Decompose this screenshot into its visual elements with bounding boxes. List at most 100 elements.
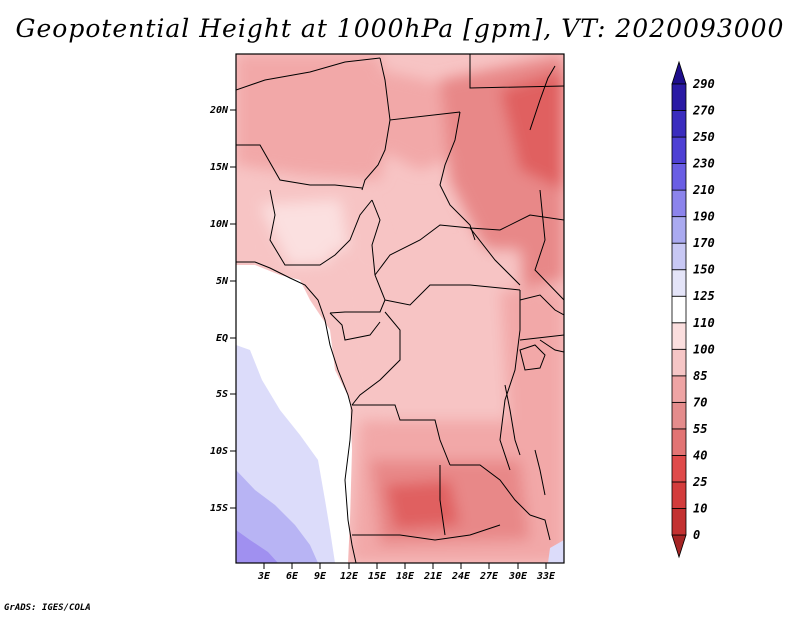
ocean-far-zone <box>236 470 318 563</box>
colorbar-label: 170 <box>693 236 715 250</box>
field-region-east-lakes <box>500 290 564 440</box>
field-region-sudan-core <box>500 70 564 190</box>
lon-label-15e: 15E <box>368 571 387 582</box>
lon-label-18e: 18E <box>396 571 415 582</box>
border-car-drc <box>384 284 521 306</box>
colorbar-bin <box>671 508 687 536</box>
field-region-sahara <box>236 54 390 180</box>
height-field <box>236 54 564 563</box>
border-mozambique <box>529 514 551 541</box>
colorbar-bin <box>671 242 687 271</box>
field-region-gulf-coast <box>260 200 350 265</box>
colorbar-bin-high-triangle <box>671 60 687 85</box>
lat-tick-10n: 10N <box>210 219 236 230</box>
lat-label-10n: 10N <box>210 219 229 230</box>
lat-label-15n: 15N <box>210 162 229 173</box>
lat-tick-eq: EQ <box>216 333 236 344</box>
lon-tick-6e: 6E <box>286 563 299 582</box>
lon-tick-30e: 30E <box>508 563 528 582</box>
colorbar-label: 10 <box>693 501 707 515</box>
lon-tick-27e: 27E <box>479 563 499 582</box>
colorbar-bin <box>671 163 687 191</box>
border-angola-namibia <box>352 524 501 541</box>
colorbar-label: 190 <box>693 210 715 224</box>
field-region-congo <box>330 250 530 430</box>
lake-victoria <box>519 344 546 371</box>
border-nigeria <box>269 189 373 266</box>
colorbar-bin <box>671 375 687 403</box>
coastline-red-sea <box>529 65 556 131</box>
border-tanzania <box>519 334 564 353</box>
lat-tick-15n: 15N <box>210 162 236 173</box>
lat-label-5s: 5S <box>216 389 228 400</box>
lon-label-27e: 27E <box>479 571 499 582</box>
colorbar-bin <box>671 216 687 244</box>
colorbar-bin <box>671 455 687 483</box>
border-drc-east <box>499 290 521 471</box>
colorbar-label: 125 <box>693 289 715 303</box>
colorbar-bin <box>671 401 687 430</box>
colorbar-bin <box>671 269 687 297</box>
lat-tick-5s: 5S <box>216 389 236 400</box>
lon-label-30e: 30E <box>508 571 528 582</box>
longitude-axis: 3E 6E 9E 12E 15E 18E 21E 24E 27E 30E 33E <box>257 563 556 582</box>
lake-tanganyika <box>504 384 521 456</box>
colorbar-label: 210 <box>692 183 715 197</box>
border-congo-drc <box>351 311 401 406</box>
lon-label-12e: 12E <box>340 571 359 582</box>
colorbar-label: 100 <box>693 342 715 356</box>
lat-label-eq: EQ <box>216 333 228 344</box>
border-uganda-kenya <box>519 294 564 316</box>
lon-label-6e: 6E <box>286 571 299 582</box>
lon-tick-24e: 24E <box>451 563 471 582</box>
lat-label-20n: 20N <box>209 105 229 116</box>
lon-label-24e: 24E <box>451 571 471 582</box>
map-frame <box>235 53 565 564</box>
border-algeria-niger <box>236 57 381 91</box>
colorbar-label: 0 <box>693 528 700 542</box>
colorbar-bin <box>671 481 687 509</box>
colorbar-label: 270 <box>692 104 715 118</box>
indian-ocean-corner <box>548 540 564 563</box>
lat-label-15s: 15S <box>210 503 228 514</box>
border-sudan-ssudan <box>469 214 564 231</box>
border-niger-chad <box>361 119 391 191</box>
colorbar-bin <box>671 83 687 111</box>
border-drc-angola <box>352 404 451 466</box>
colorbar-label: 85 <box>693 369 707 383</box>
lat-tick-15s: 15S <box>210 503 236 514</box>
border-zambia <box>450 464 531 516</box>
country-borders <box>236 54 564 563</box>
lat-label-5n: 5N <box>216 276 229 287</box>
colorbar-bin-low-triangle <box>671 534 687 559</box>
lon-tick-21e: 21E <box>423 563 443 582</box>
lon-tick-18e: 18E <box>396 563 415 582</box>
colorbar-bin <box>671 189 687 218</box>
colorbar-label: 70 <box>693 395 707 409</box>
chart-title: Geopotential Height at 1000hPa [gpm], VT… <box>15 14 785 43</box>
lat-label-10s: 10S <box>210 446 228 457</box>
colorbar-label: 250 <box>692 130 715 144</box>
lon-tick-12e: 12E <box>340 563 359 582</box>
lat-tick-20n: 20N <box>209 105 236 116</box>
lon-label-33e: 33E <box>536 571 556 582</box>
colorbar-label: 110 <box>693 316 715 330</box>
colorbar-bin <box>671 136 687 164</box>
border-mali-niger <box>236 144 363 189</box>
field-region-zambia-core <box>385 480 460 530</box>
lon-tick-3e: 3E <box>257 563 271 582</box>
coastline-west <box>236 261 357 563</box>
border-car <box>374 224 521 286</box>
colorbar-bin <box>671 295 687 324</box>
colorbar-label: 55 <box>693 422 707 436</box>
border-chad-sudan <box>439 111 476 241</box>
grads-credit: GrADS: IGES/COLA <box>4 603 91 613</box>
lon-label-21e: 21E <box>423 571 443 582</box>
border-gabon <box>329 312 381 341</box>
colorbar-bin <box>671 428 687 456</box>
lat-tick-5n: 5N <box>216 276 236 287</box>
lon-label-9e: 9E <box>314 571 327 582</box>
colorbar-label: 230 <box>692 157 715 171</box>
border-angola-zambia <box>439 465 446 536</box>
